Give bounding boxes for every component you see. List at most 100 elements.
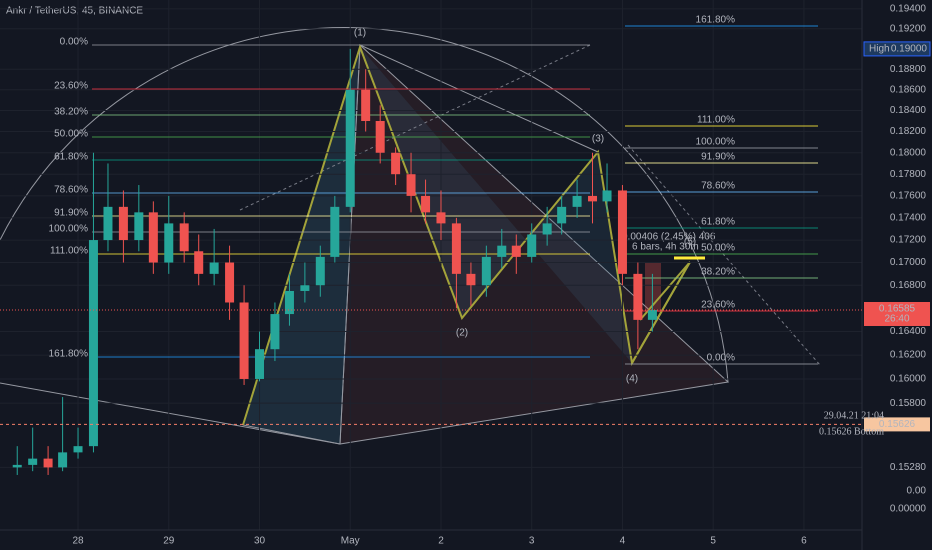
candle-body (148, 212, 158, 263)
y-tick-label: 0.19400 (890, 4, 927, 15)
candle-body (12, 464, 22, 468)
candle-body (617, 190, 627, 274)
candle-body (436, 212, 446, 224)
y-tick-label: 0.00 (907, 486, 927, 497)
fib-label: 0.00% (60, 37, 88, 48)
y-tick-label: 0.16400 (890, 326, 927, 337)
x-tick-label: 29 (163, 536, 175, 547)
fib-label: 78.60% (54, 185, 88, 196)
candle-body (103, 206, 113, 241)
price-tag (864, 301, 930, 326)
candle-body (284, 290, 294, 315)
fib-label: 0.00% (707, 353, 735, 364)
y-tick-label: 0.00000 (890, 504, 927, 515)
candle-body (239, 302, 249, 379)
arc (0, 27, 729, 383)
wave-label: (1) (354, 28, 366, 39)
y-tick-label: 0.16800 (890, 280, 927, 291)
trend-line (359, 44, 599, 153)
candle-body (345, 89, 355, 207)
measure-label: 6 bars, 4h 30m (632, 242, 699, 253)
candle-body (330, 206, 340, 257)
tag-value: 0.15626 (879, 419, 916, 430)
wave-label: (2) (456, 328, 468, 339)
candle-body (391, 152, 401, 175)
x-tick-label: 2 (438, 536, 444, 547)
wave-label: (4) (626, 374, 638, 385)
candle-body (134, 212, 144, 241)
candle-body (270, 314, 280, 350)
fib-label: 111.00% (697, 115, 735, 126)
candle-body (194, 251, 204, 274)
candle-body (58, 452, 68, 468)
fib-label: 78.60% (701, 181, 735, 192)
x-tick-label: 6 (801, 536, 807, 547)
candle-body (557, 206, 567, 224)
candle-body (225, 262, 235, 303)
candle-body (588, 195, 598, 202)
fib-label: 161.80% (696, 15, 736, 26)
candle-body (255, 349, 265, 379)
y-tick-label: 0.15800 (890, 398, 927, 409)
fib-label: 111.00% (50, 246, 88, 257)
candle-body (209, 262, 219, 274)
y-tick-label: 0.18000 (890, 147, 927, 158)
y-tick-label: 0.17200 (890, 235, 927, 246)
candle-body (43, 458, 53, 468)
fib-label: 100.00% (696, 137, 736, 148)
candle-body (511, 245, 521, 257)
fib-label: 91.90% (701, 152, 735, 163)
y-tick-label: 0.19200 (890, 23, 927, 34)
y-tick-label: 0.17600 (890, 191, 927, 202)
candle-body (164, 223, 174, 263)
price-tag (863, 41, 931, 57)
bottom-date: 29.04.21 21:04 (824, 411, 884, 422)
x-tick-label: May (341, 536, 360, 547)
candle-body (527, 234, 537, 257)
y-tick-label: 0.17000 (890, 257, 927, 268)
candle-body (315, 256, 325, 286)
candle-body (88, 240, 98, 447)
price-tag (864, 417, 930, 432)
candle-body (466, 273, 476, 286)
y-tick-label: 0.18600 (890, 84, 927, 95)
candle-body (602, 190, 612, 202)
candle-body (375, 121, 385, 153)
candle-body (179, 223, 189, 252)
candle-body (497, 245, 507, 257)
wave-fill (360, 47, 632, 363)
fib-label: 100.00% (49, 224, 89, 235)
fib-label: 50.00% (54, 129, 88, 140)
fib-label: 61.80% (701, 217, 735, 228)
candle-body (572, 195, 582, 207)
trend-line (0, 382, 341, 445)
candle-body (542, 223, 552, 235)
wave-channel (631, 261, 691, 364)
tag-countdown: 26:40 (884, 314, 909, 325)
dashed-line (239, 44, 591, 211)
y-tick-label: 0.17400 (890, 213, 927, 224)
fib-label: 91.90% (54, 208, 88, 219)
x-tick-label: 30 (254, 536, 266, 547)
x-tick-label: 3 (529, 536, 535, 547)
y-tick-label: 0.18400 (890, 105, 927, 116)
candle-body (361, 89, 371, 122)
candle-body (73, 446, 83, 453)
y-tick-label: 0.18200 (890, 126, 927, 137)
fib-label: 50.00% (701, 243, 735, 254)
tag-label: High (869, 44, 890, 55)
fib-label: 161.80% (49, 349, 89, 360)
y-tick-label: 0.17800 (890, 169, 927, 180)
candle-body (421, 195, 431, 213)
y-tick-label: 0.15280 (890, 462, 927, 473)
fib-label: 23.60% (701, 300, 735, 311)
candle-body (406, 174, 416, 196)
y-tick-label: 0.18800 (890, 64, 927, 75)
wave-label: (5) (684, 237, 696, 248)
candle-body (647, 309, 657, 320)
candle-body (118, 206, 128, 241)
tag-value: 0.16585 (879, 304, 916, 315)
y-tick-label: 0.16200 (890, 350, 927, 361)
